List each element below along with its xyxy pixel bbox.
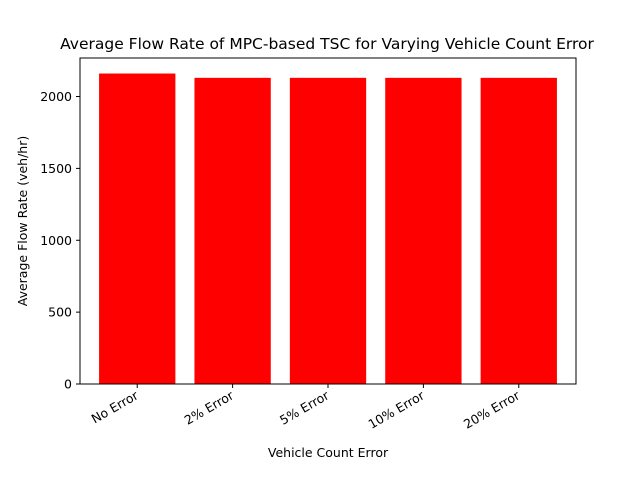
y-tick-label-2: 1000: [40, 233, 72, 248]
bars-layer: [99, 73, 557, 385]
y-tick-label-0: 0: [64, 377, 72, 392]
x-axis-label: Vehicle Count Error: [268, 445, 389, 460]
y-tick-label-3: 1500: [40, 161, 72, 176]
plot-area-frame: [79, 57, 577, 385]
chart-title: Average Flow Rate of MPC-based TSC for V…: [60, 35, 594, 53]
y-axis-label: Average Flow Rate (veh/hr): [15, 136, 30, 306]
bar-1: [194, 77, 271, 384]
x-tick-label-0: No Error: [89, 387, 142, 426]
x-tick-label-2: 5% Error: [277, 387, 332, 428]
bar-2: [289, 77, 367, 384]
y-tick-label-1: 500: [48, 305, 72, 320]
bar-3: [385, 77, 462, 384]
y-tick-label-4: 2000: [40, 89, 72, 104]
x-tick-label-4: 20% Error: [461, 387, 523, 432]
bar-0: [99, 73, 176, 385]
bar-4: [480, 77, 557, 384]
x-tick-label-1: 2% Error: [182, 387, 237, 428]
x-tick-label-3: 10% Error: [365, 387, 427, 432]
